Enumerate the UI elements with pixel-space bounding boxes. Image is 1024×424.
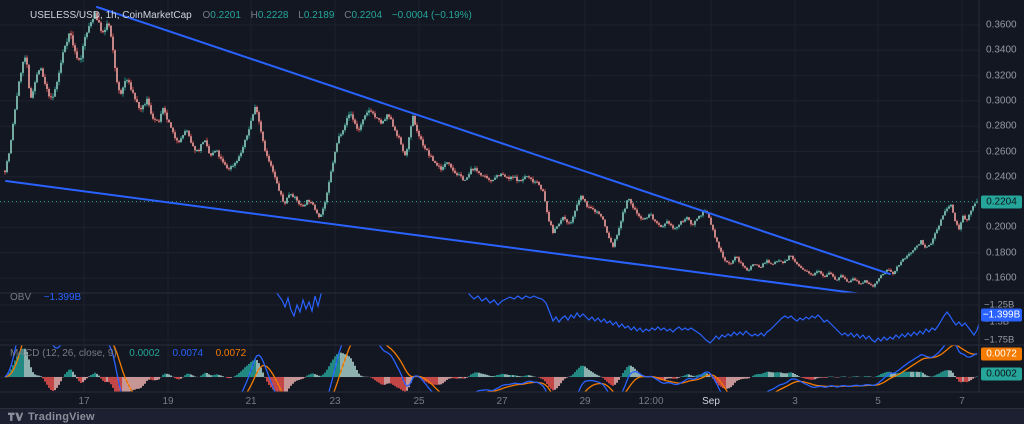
price-axis-label: 0.3200	[986, 70, 1017, 82]
open-value: 0.2201	[210, 10, 241, 21]
high-value: 0.2228	[257, 10, 289, 21]
price-pane[interactable]	[0, 6, 979, 296]
obv-legend[interactable]: OBV −1.399B	[10, 292, 81, 304]
macd-legend[interactable]: MACD (12, 26, close, 9) 0.0002 0.0074 0.…	[10, 348, 246, 360]
time-axis-label: 27	[496, 396, 508, 407]
macd-signal-line	[4, 345, 978, 392]
time-axis-label: 21	[245, 396, 257, 407]
price-axis-label: 0.1800	[986, 247, 1017, 259]
price-axis-label: 0.2800	[986, 120, 1017, 132]
time-axis-label: 7	[959, 396, 965, 407]
obv-axis-label: −1.5B	[984, 316, 1010, 328]
obv-axis-label: −1.25B	[984, 299, 1015, 311]
grid-lines	[0, 0, 979, 392]
close-label: C	[344, 10, 352, 21]
obv-value-badge: −1.399B	[981, 308, 1022, 322]
open-label: O	[202, 10, 211, 21]
macd-hist-badge: 0.0002	[981, 367, 1022, 381]
macd-signal-badge: 0.0072	[981, 347, 1022, 361]
time-axis-label: 5	[875, 396, 881, 407]
change-value: −0.0004 (−0.19%)	[391, 10, 472, 21]
tradingview-logo-icon[interactable]	[8, 412, 23, 422]
price-axis-label: 0.3400	[986, 44, 1017, 56]
up-candles	[6, 12, 978, 287]
time-axis-label: 12:00	[638, 396, 664, 407]
obv-label: OBV	[10, 292, 32, 303]
macd-label: MACD	[10, 348, 40, 359]
price-axis-label: 0.3000	[986, 95, 1017, 107]
price-axis-label: 0.1600	[986, 272, 1017, 284]
pane-separators	[0, 0, 1024, 393]
symbol-legend[interactable]: USELESS/USD, 1h, CoinMarketCap O0.2201 H…	[30, 10, 472, 22]
macd-line-value: 0.0074	[172, 348, 204, 359]
tradingview-brand[interactable]: TradingView	[28, 410, 95, 423]
macd-pane[interactable]	[4, 303, 978, 417]
close-value: 0.2204	[351, 10, 383, 21]
time-axis-label: 25	[413, 396, 425, 407]
macd-params: (12, 26, close, 9)	[42, 348, 117, 359]
obv-pane[interactable]	[270, 279, 986, 344]
last-price-badge: 0.2204	[981, 195, 1022, 209]
trendline	[96, 6, 891, 275]
price-axis-label: 0.2000	[986, 221, 1017, 233]
time-axis-label: 17	[78, 396, 90, 407]
macd-signal-value: 0.0072	[215, 348, 247, 359]
time-axis-label: 19	[162, 396, 174, 407]
down-candles	[4, 12, 968, 287]
low-label: L	[298, 10, 304, 21]
price-axis-label: 0.2400	[986, 171, 1017, 183]
obv-axis-label: −1.75B	[984, 334, 1015, 346]
time-axis-label: Sep	[702, 396, 720, 407]
low-value: 0.2189	[303, 10, 335, 21]
obv-line	[276, 293, 979, 344]
time-axis-label: 23	[329, 396, 341, 407]
trendline	[5, 180, 859, 293]
symbol-title: USELESS/USD, 1h, CoinMarketCap	[30, 10, 192, 21]
price-axis-label: 0.2600	[986, 146, 1017, 157]
time-axis-label: 3	[792, 396, 798, 407]
footer-bar: TradingView	[0, 408, 1024, 424]
macd-main-line	[4, 345, 978, 392]
macd-hist-value: 0.0002	[129, 348, 160, 359]
price-axis-label: 0.3600	[986, 19, 1017, 31]
time-axis-label: 29	[579, 396, 591, 407]
high-label: H	[250, 10, 258, 21]
obv-value: −1.399B	[43, 292, 82, 303]
